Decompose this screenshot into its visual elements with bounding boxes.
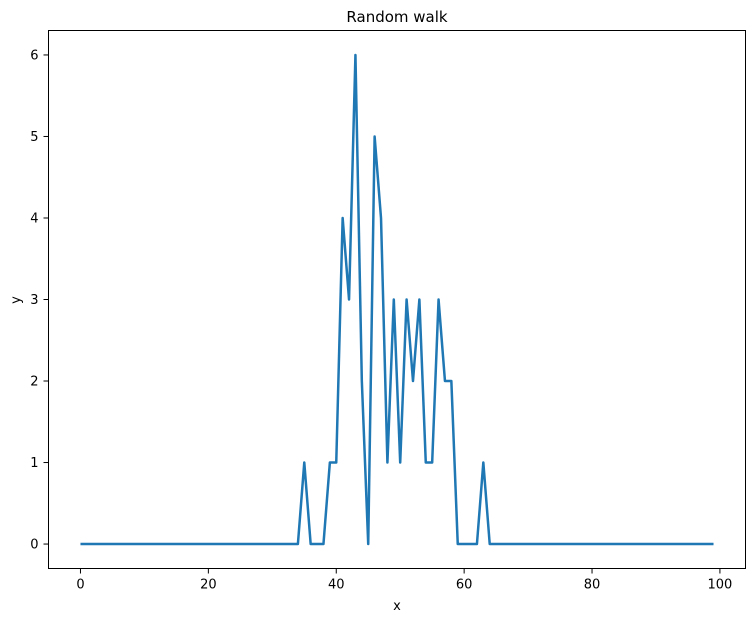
y-axis-label: y	[9, 296, 24, 304]
x-tick-label: 80	[584, 578, 601, 593]
x-axis-label: x	[393, 599, 401, 614]
y-axis: 0 1 2 3 4 5 6	[30, 48, 49, 553]
x-tick-label: 20	[200, 578, 217, 593]
y-tick-label: 2	[30, 375, 38, 390]
y-tick-label: 4	[30, 211, 38, 226]
x-tick-label: 60	[456, 578, 473, 593]
x-tick-label: 40	[328, 578, 345, 593]
series-line-0	[80, 53, 714, 546]
x-tick-label: 100	[708, 578, 733, 593]
chart-title: Random walk	[346, 8, 447, 26]
x-axis: 0 20 40 60 80 100	[76, 568, 733, 593]
y-tick-label: 3	[30, 293, 38, 308]
y-tick-label: 6	[30, 48, 38, 63]
y-tick-label: 5	[30, 130, 38, 145]
plot-area	[80, 53, 714, 546]
plot-frame	[48, 30, 746, 569]
x-tick-label: 0	[76, 578, 84, 593]
y-tick-label: 0	[30, 538, 38, 553]
y-tick-label: 1	[30, 456, 38, 471]
